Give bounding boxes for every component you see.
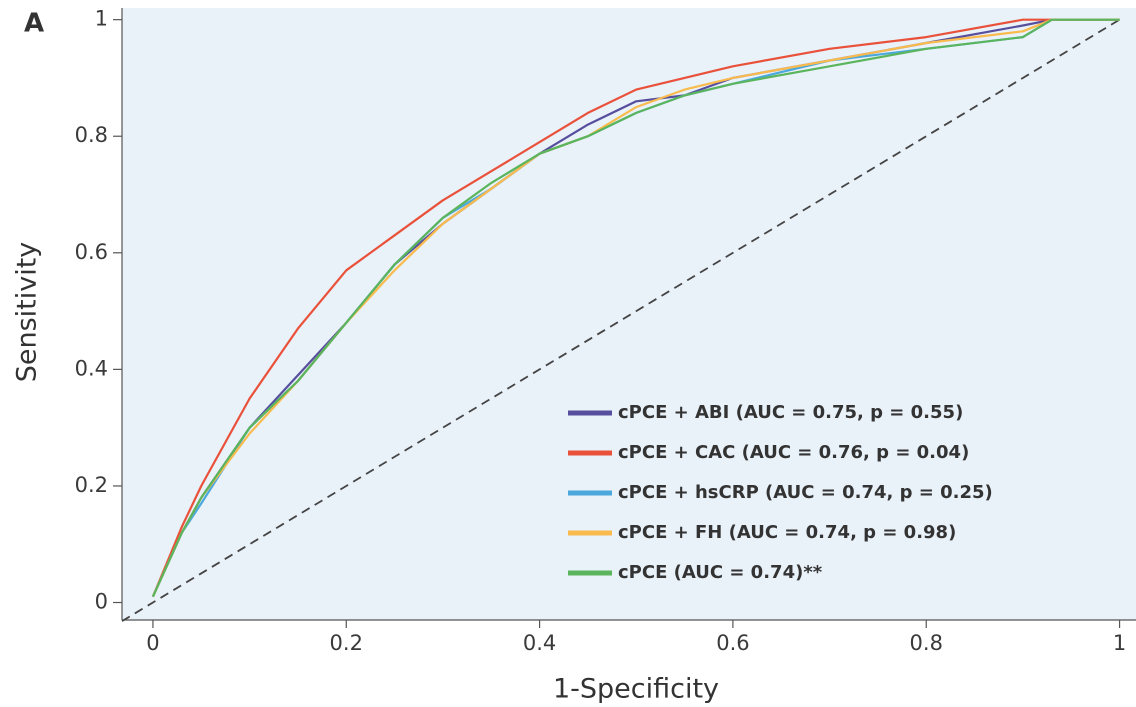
x-tick-label: 0.6: [716, 631, 749, 655]
x-tick-label: 0.4: [523, 631, 556, 655]
y-tick-label: 0.2: [75, 473, 108, 497]
x-tick-label: 0.2: [330, 631, 363, 655]
legend: cPCE + ABI (AUC = 0.75, p = 0.55) cPCE + …: [568, 402, 993, 583]
x-tick-label: 0.8: [910, 631, 943, 655]
y-tick-label: 0.8: [75, 123, 108, 147]
roc-curve: [151, 18, 1120, 598]
y-tick-label: 0: [95, 590, 108, 614]
panel-label: A: [24, 9, 44, 39]
y-tick-label: 1: [95, 7, 108, 31]
legend-label: cPCE (AUC = 0.74)**: [618, 562, 823, 583]
legend-label: cPCE + CAC (AUC = 0.76, p = 0.04): [618, 442, 969, 463]
x-tick-label: 0: [146, 631, 159, 655]
legend-label: cPCE + FH (AUC = 0.74, p = 0.98): [618, 522, 956, 543]
y-axis-label: Sensitivity: [12, 242, 43, 383]
x-axis-label: 1-Specificity: [553, 674, 719, 705]
y-tick-label: 0.6: [75, 240, 108, 264]
plot-background: [122, 8, 1136, 620]
roc-curve: [151, 18, 1120, 598]
x-tick-label: 1: [1113, 631, 1126, 655]
legend-label: cPCE + hsCRP (AUC = 0.74, p = 0.25): [618, 482, 993, 503]
y-tick-label: 0.4: [75, 356, 108, 380]
legend-label: cPCE + ABI (AUC = 0.75, p = 0.55): [618, 402, 963, 423]
